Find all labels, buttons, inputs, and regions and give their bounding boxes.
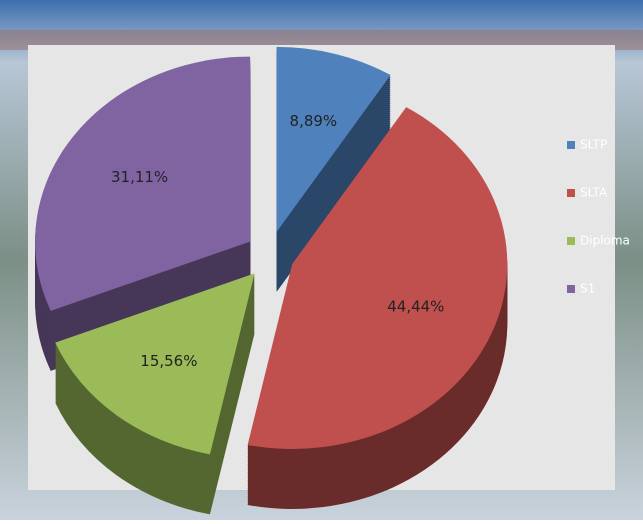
legend-label: S1 bbox=[580, 282, 595, 296]
slice bbox=[35, 56, 251, 311]
legend-swatch bbox=[567, 189, 575, 197]
legend-label: Diploma bbox=[580, 234, 630, 248]
legend-swatch bbox=[567, 141, 575, 149]
slice-tops: 8,89% 44,44% 15,56% 31,11% bbox=[35, 46, 508, 455]
legend: SLTP SLTA Diploma S1 bbox=[567, 138, 630, 296]
data-label: 15,56% bbox=[140, 352, 197, 370]
data-label: 44,44% bbox=[387, 297, 444, 315]
data-label: 31,11% bbox=[111, 168, 168, 186]
legend-swatch bbox=[567, 285, 575, 293]
legend-swatch bbox=[567, 237, 575, 245]
slice bbox=[55, 273, 255, 455]
legend-label: SLTP bbox=[580, 138, 607, 152]
slice bbox=[247, 107, 508, 449]
data-label: 8,89% bbox=[290, 112, 338, 130]
slice bbox=[276, 46, 391, 232]
legend-label: SLTA bbox=[580, 186, 608, 200]
